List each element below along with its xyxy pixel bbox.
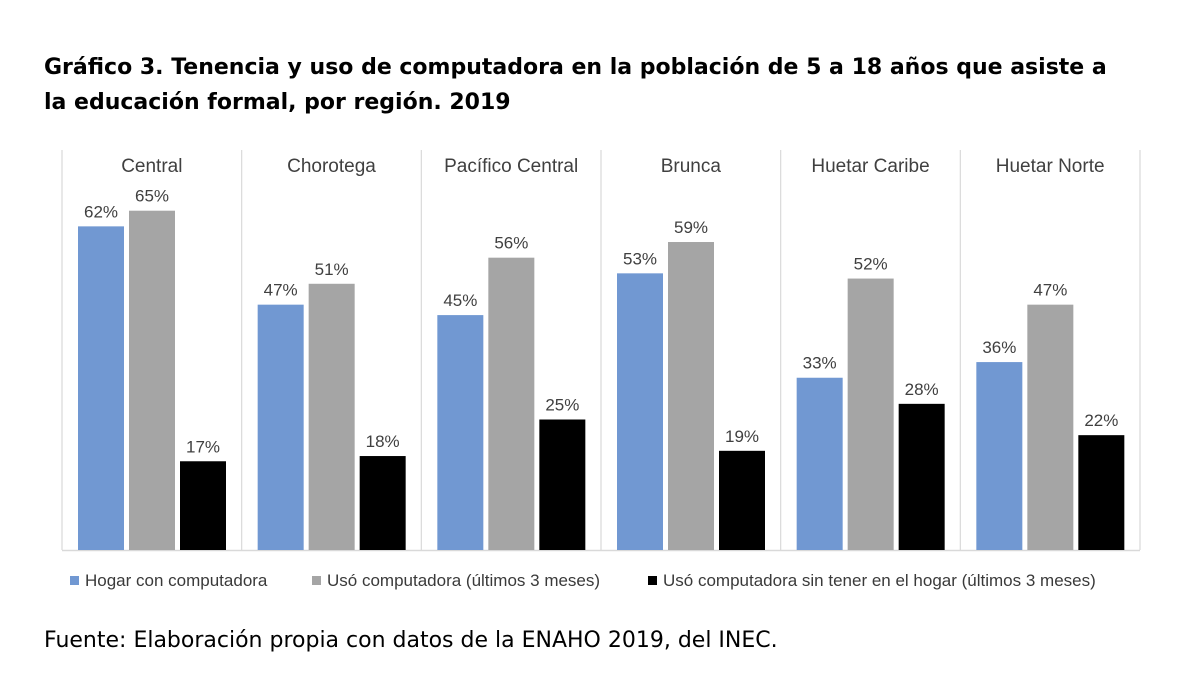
bar-huetar-caribe-series-2: [898, 403, 945, 550]
data-label-pacifico-central-series-2: 25%: [545, 396, 579, 415]
data-label-huetar-norte-series-2: 22%: [1084, 411, 1118, 430]
data-label-huetar-norte-series-1: 47%: [1033, 281, 1067, 300]
bar-central-series-2: [180, 461, 226, 550]
data-label-pacifico-central-series-0: 45%: [443, 291, 477, 310]
bar-huetar-norte-series-2: [1078, 435, 1125, 550]
category-label-central: Central: [121, 156, 182, 177]
bar-huetar-caribe-series-1: [847, 278, 894, 550]
bar-pacifico-central-series-1: [488, 257, 535, 550]
legend-swatch-hogar-con-computadora: [70, 576, 79, 585]
legend-item-hogar-con-computadora: Hogar con computadora: [70, 570, 267, 592]
legend-label-hogar-con-computadora: Hogar con computadora: [85, 571, 268, 590]
category-label-brunca: Brunca: [661, 156, 722, 177]
bar-brunca-series-0: [617, 273, 663, 550]
data-label-pacifico-central-series-1: 56%: [494, 234, 528, 253]
category-label-pacifico-central: Pacífico Central: [444, 156, 578, 177]
legend-label-uso-sin-tener-en-hogar: Usó computadora sin tener en el hogar (ú…: [663, 571, 1096, 590]
source-note: Fuente: Elaboración propia con datos de …: [44, 628, 778, 653]
chart-title-line-1: Gráfico 3. Tenencia y uso de computadora…: [44, 55, 1107, 80]
data-label-brunca-series-0: 53%: [623, 249, 657, 268]
data-label-chorotega-series-1: 51%: [315, 260, 349, 279]
bar-huetar-norte-series-0: [976, 362, 1023, 550]
bar-central-series-0: [78, 226, 124, 551]
legend-item-uso-computadora: Usó computadora (últimos 3 meses): [312, 570, 600, 592]
data-label-brunca-series-2: 19%: [725, 427, 759, 446]
bar-chorotega-series-1: [308, 283, 355, 550]
bar-pacifico-central-series-2: [539, 419, 586, 550]
legend-item-uso-sin-tener-en-hogar: Usó computadora sin tener en el hogar (ú…: [648, 570, 1096, 592]
legend-swatch-uso-sin-tener-en-hogar: [648, 576, 657, 585]
data-label-chorotega-series-0: 47%: [264, 281, 298, 300]
bar-huetar-norte-series-1: [1027, 304, 1074, 550]
data-label-huetar-norte-series-0: 36%: [982, 338, 1016, 357]
chart-title: Gráfico 3. Tenencia y uso de computadora…: [44, 50, 1154, 120]
bar-brunca-series-1: [668, 242, 714, 550]
bar-pacifico-central-series-0: [437, 315, 484, 550]
category-label-huetar-norte: Huetar Norte: [996, 156, 1105, 177]
legend-label-uso-computadora: Usó computadora (últimos 3 meses): [327, 571, 601, 590]
data-label-brunca-series-1: 59%: [674, 218, 708, 237]
data-label-huetar-caribe-series-1: 52%: [854, 255, 888, 274]
bar-chorotega-series-2: [359, 456, 406, 550]
category-label-chorotega: Chorotega: [287, 156, 376, 177]
legend-swatch-uso-computadora: [312, 576, 321, 585]
data-label-central-series-2: 17%: [186, 437, 220, 456]
data-label-huetar-caribe-series-0: 33%: [803, 354, 837, 373]
data-label-central-series-1: 65%: [135, 187, 169, 206]
bar-chorotega-series-0: [257, 304, 304, 550]
bar-huetar-caribe-series-0: [796, 377, 843, 550]
bar-brunca-series-2: [719, 450, 765, 550]
category-label-huetar-caribe: Huetar Caribe: [811, 156, 929, 177]
data-label-central-series-0: 62%: [84, 202, 118, 221]
data-label-huetar-caribe-series-2: 28%: [905, 380, 939, 399]
chart-title-line-2: la educación formal, por región. 2019: [44, 90, 511, 115]
bar-central-series-1: [129, 210, 175, 550]
data-label-chorotega-series-2: 18%: [366, 432, 400, 451]
